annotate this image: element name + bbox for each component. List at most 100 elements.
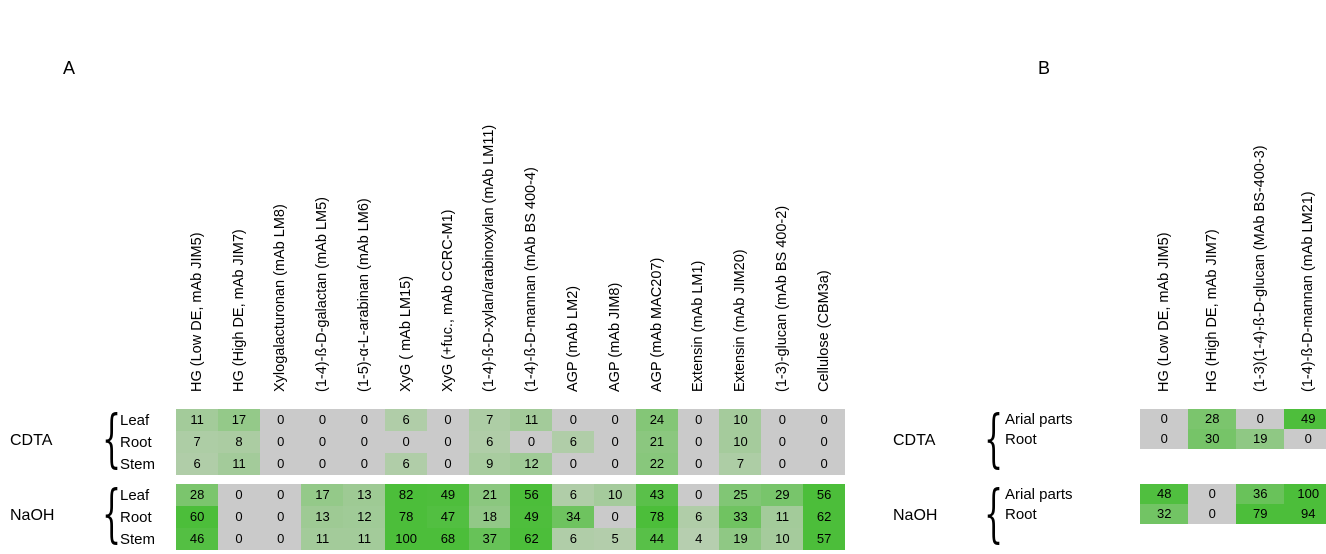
- panel-a-heatmap-cell: 78: [385, 506, 428, 528]
- panel-a-heatmap-cell: 7: [719, 453, 762, 475]
- panel-a-heatmap-cell: 11: [217, 453, 261, 475]
- panel-b-row-label: Root: [1005, 431, 1037, 448]
- panel-b-heatmap-cell: 100: [1284, 484, 1326, 504]
- panel-a-row-label: Leaf: [120, 412, 150, 429]
- panel-a-column-header-label: Extensin (mAb LM1): [690, 260, 707, 392]
- panel-a-column-header-label: (1-4)-ß-D-xylan/arabinoxylan (mAb LM11): [481, 124, 498, 392]
- panel-a-column-header-label: HG (Low DE, mAb JIM5): [188, 232, 205, 392]
- panel-b-heatmap-cell: 0: [1188, 504, 1237, 524]
- panel-a-heatmap-cell: 4: [677, 528, 720, 550]
- panel-a-heatmap-cell: 68: [426, 528, 470, 550]
- panel-b-group-label: CDTA: [893, 432, 936, 449]
- panel-a-column-header-label: AGP (mAb MAC207): [648, 257, 665, 392]
- panel-a-column-header-label: AGP (mAb JIM8): [606, 282, 623, 392]
- panel-a-heatmap-cell: 28: [176, 484, 219, 506]
- panel-b-column-header: (1-4)-ß-D-mannan (mAb LM21): [1284, 0, 1326, 408]
- panel-a-heatmap-cell: 13: [301, 506, 344, 528]
- panel-a-heatmap-cell: 0: [217, 506, 261, 528]
- panel-a-column-header: (1-4)-ß-D-galactan (mAb LM5): [301, 0, 343, 408]
- panel-b-row-label: Arial parts: [1005, 411, 1073, 428]
- panel-a-heatmap-cell: 0: [510, 431, 553, 453]
- panel-a-column-header: XyG (+fuc., mAb CCRC-M1): [427, 0, 469, 408]
- panel-b-heatmap-cell: 0: [1236, 409, 1285, 429]
- panel-a-heatmap-cell: 9: [468, 453, 511, 475]
- panel-a-column-header-label: AGP (mAb LM2): [565, 285, 582, 392]
- panel-a-column-header-label: HG (High DE, mAb JIM7): [230, 229, 247, 392]
- panel-b-group-brace: {: [984, 477, 1004, 552]
- panel-a-heatmap-cell: 10: [719, 431, 762, 453]
- panel-b-column-header-label: HG (Low DE, mAb JIM5): [1156, 232, 1172, 392]
- panel-a-heatmap-cell: 78: [635, 506, 679, 528]
- panel-a-heatmap-cell: 10: [594, 484, 637, 506]
- panel-a-heatmap-cell: 0: [677, 453, 720, 475]
- panel-b-label: B: [1038, 58, 1051, 78]
- panel-a-label: A: [63, 58, 76, 78]
- panel-a-column-header: HG (Low DE, mAb JIM5): [176, 0, 218, 408]
- panel-a-column-header: Xylogalacturonan (mAb LM8): [260, 0, 302, 408]
- panel-a-heatmap-cell: 0: [301, 409, 344, 431]
- panel-b-heatmap-cell: 36: [1236, 484, 1285, 504]
- panel-a-heatmap-cell: 82: [385, 484, 428, 506]
- panel-a-heatmap-cell: 0: [426, 409, 470, 431]
- panel-b-heatmap-cell: 79: [1236, 504, 1285, 524]
- panel-a-column-header: Extensin (mAb JIM20): [719, 0, 761, 408]
- panel-a-column-header-label: XyG (+fuc., mAb CCRC-M1): [439, 209, 456, 392]
- panel-a-heatmap-cell: 49: [426, 484, 470, 506]
- panel-a-heatmap-cell: 0: [217, 528, 261, 550]
- panel-a-heatmap-cell: 0: [301, 453, 344, 475]
- panel-a-column-header-label: (1-5)-α-L-arabinan (mAb LM6): [356, 198, 373, 392]
- panel-a-heatmap-cell: 46: [176, 528, 219, 550]
- panel-a-heatmap-cell: 0: [594, 431, 637, 453]
- panel-a-heatmap-cell: 11: [510, 409, 553, 431]
- panel-a-heatmap-cell: 100: [385, 528, 428, 550]
- panel-a-heatmap-cell: 0: [343, 409, 386, 431]
- panel-a-column-header-label: (1-3)-glucan (mAb BS 400-2): [774, 205, 791, 392]
- panel-b-heatmap-cell: 0: [1140, 409, 1189, 429]
- panel-a-heatmap-cell: 8: [217, 431, 261, 453]
- panel-a-column-header-label: XyG ( mAb LM15): [397, 275, 414, 392]
- panel-a-heatmap-cell: 0: [677, 484, 720, 506]
- panel-b-heatmap-cell: 28: [1188, 409, 1237, 429]
- panel-a-heatmap-cell: 22: [635, 453, 679, 475]
- panel-b-heatmap-cell: 0: [1140, 429, 1189, 449]
- panel-a-heatmap-cell: 5: [594, 528, 637, 550]
- panel-a-heatmap-cell: 17: [217, 409, 261, 431]
- panel-a-heatmap-cell: 56: [803, 484, 846, 506]
- panel-b-heatmap-cell: 32: [1140, 504, 1189, 524]
- panel-a-heatmap-cell: 0: [259, 484, 302, 506]
- panel-b-heatmap-cell: 94: [1284, 504, 1326, 524]
- panel-a-heatmap-cell: 0: [343, 453, 386, 475]
- panel-a-group-brace: {: [102, 477, 122, 552]
- panel-a-heatmap-cell: 0: [552, 453, 595, 475]
- panel-a-heatmap-cell: 0: [761, 409, 804, 431]
- panel-a-column-header: AGP (mAb JIM8): [594, 0, 636, 408]
- panel-a-heatmap-cell: 11: [343, 528, 386, 550]
- panel-a-heatmap-cell: 11: [176, 409, 219, 431]
- panel-b-column-header: HG (Low DE, mAb JIM5): [1140, 0, 1188, 408]
- panel-a-column-header: (1-3)-glucan (mAb BS 400-2): [761, 0, 803, 408]
- panel-b-column-header-label: (1-4)-ß-D-mannan (mAb LM21): [1300, 191, 1316, 392]
- panel-a-heatmap-cell: 6: [176, 453, 219, 475]
- panel-a-heatmap-cell: 49: [510, 506, 553, 528]
- panel-a-group-label: NaOH: [10, 507, 55, 524]
- panel-a-column-header: HG (High DE, mAb JIM7): [218, 0, 260, 408]
- panel-a-heatmap-cell: 29: [761, 484, 804, 506]
- panel-a-heatmap-cell: 0: [343, 431, 386, 453]
- panel-a-column-header-label: Xylogalacturonan (mAb LM8): [272, 204, 289, 392]
- panel-a-group-label: CDTA: [10, 432, 53, 449]
- panel-b-heatmap-cell: 0: [1188, 484, 1237, 504]
- panel-a-heatmap-cell: 0: [761, 431, 804, 453]
- panel-a-heatmap-cell: 0: [259, 409, 302, 431]
- panel-a-column-header: (1-4)-ß-D-mannan (mAb BS 400-4): [510, 0, 552, 408]
- panel-a-heatmap-cell: 6: [385, 453, 428, 475]
- panel-a-heatmap-cell: 10: [761, 528, 804, 550]
- panel-b-row-label: Arial parts: [1005, 486, 1073, 503]
- panel-a-heatmap-cell: 0: [217, 484, 261, 506]
- panel-a-heatmap-cell: 24: [635, 409, 679, 431]
- panel-a-heatmap-cell: 62: [803, 506, 846, 528]
- panel-a-heatmap-cell: 0: [385, 431, 428, 453]
- panel-a-heatmap-cell: 37: [468, 528, 511, 550]
- panel-a-heatmap-cell: 0: [594, 409, 637, 431]
- panel-a-row-label: Stem: [120, 531, 156, 548]
- panel-a-heatmap-cell: 0: [426, 431, 470, 453]
